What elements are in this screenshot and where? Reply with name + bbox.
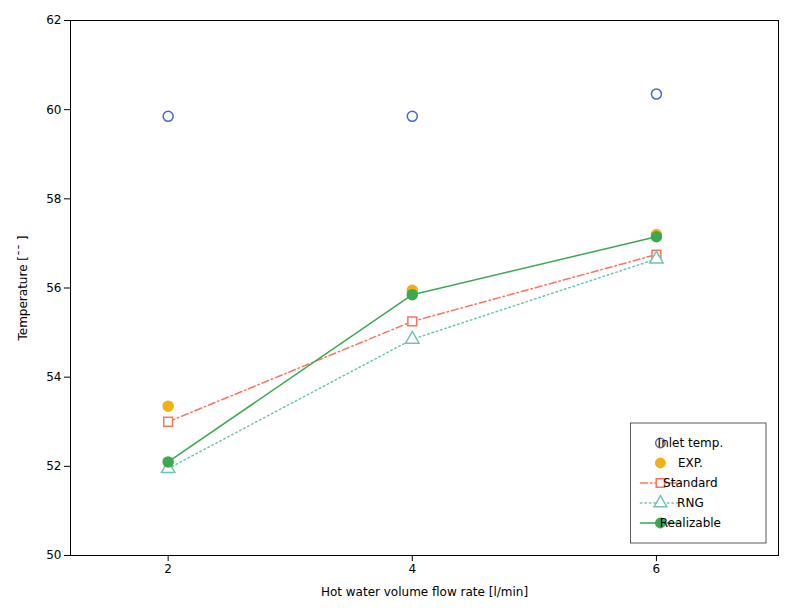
svg-text:RNG: RNG — [677, 496, 704, 510]
svg-text:EXP.: EXP. — [678, 456, 703, 470]
svg-text:Inlet temp.: Inlet temp. — [658, 436, 724, 450]
svg-text:4: 4 — [408, 562, 416, 576]
svg-text:Realizable: Realizable — [660, 516, 721, 530]
svg-text:6: 6 — [653, 562, 661, 576]
svg-text:Hot water volume flow rate [l/: Hot water volume flow rate [l/min] — [321, 585, 528, 599]
svg-text:56: 56 — [46, 281, 61, 295]
svg-text:54: 54 — [46, 370, 61, 384]
svg-text:Temperature [¯¯ ]: Temperature [¯¯ ] — [16, 235, 30, 341]
svg-text:52: 52 — [46, 459, 61, 473]
svg-text:58: 58 — [46, 192, 61, 206]
svg-text:2: 2 — [164, 562, 172, 576]
svg-text:Standard: Standard — [663, 476, 718, 490]
svg-text:60: 60 — [46, 103, 61, 117]
svg-text:62: 62 — [46, 13, 61, 27]
svg-text:50: 50 — [46, 548, 61, 562]
